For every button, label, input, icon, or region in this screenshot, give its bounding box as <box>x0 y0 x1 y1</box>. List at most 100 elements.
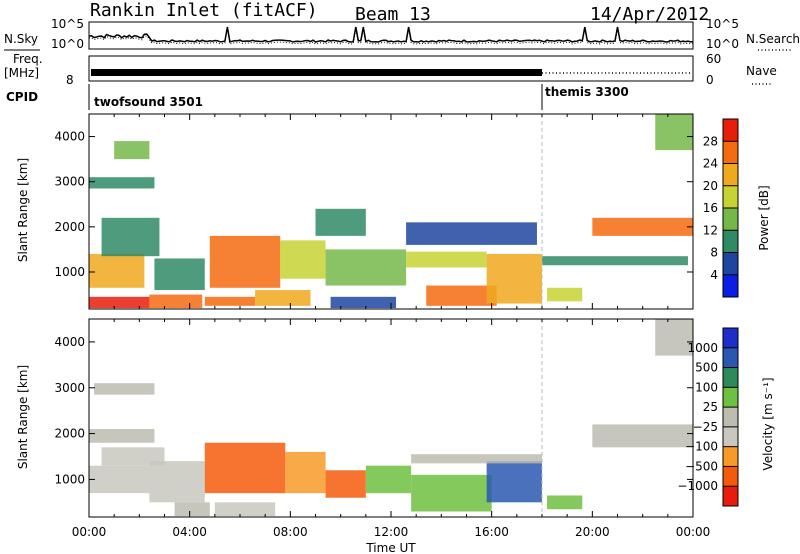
heatmap-region <box>204 296 256 306</box>
colorbar-tick-label: 500 <box>695 361 718 375</box>
heatmap-region <box>406 251 487 268</box>
colorbar-swatch <box>723 163 738 186</box>
nsky-trace <box>88 26 694 43</box>
colorbar-tick-label: −100 <box>685 440 718 454</box>
x-tick-label: 08:00 <box>273 525 308 539</box>
nsearch-tick-low: 10^0 <box>706 37 739 51</box>
heatmap-region <box>89 465 150 494</box>
colorbar-swatch <box>723 328 738 348</box>
heatmap-region <box>154 258 205 291</box>
colorbar-tick-label: 4 <box>710 268 718 282</box>
colorbar-swatch <box>723 387 738 408</box>
nsearch-tick-high: 10^5 <box>706 17 739 31</box>
freq-panel-frame <box>88 55 694 82</box>
heatmap-region <box>89 296 150 309</box>
y-tick-label: 3000 <box>54 175 85 189</box>
cpid-segment-twofsound: twofsound 3501 <box>94 95 203 109</box>
heatmap-region <box>411 474 492 512</box>
colorbar-swatch <box>723 367 738 388</box>
heatmap-region <box>114 141 150 160</box>
heatmap-region <box>280 240 326 279</box>
nave-label: Nave <box>746 64 777 78</box>
power-colorbar: 4 8 12 16 20 24 28 <box>703 118 739 298</box>
nave-tick-high: 60 <box>706 52 721 66</box>
heatmap-region <box>411 454 542 464</box>
power-y-ticks: 1000 2000 3000 4000 <box>54 130 693 279</box>
colorbar-swatch <box>723 230 738 253</box>
heatmap-region <box>89 429 155 443</box>
x-tick-label: 12:00 <box>374 525 409 539</box>
y-tick-label: 1000 <box>54 472 85 486</box>
nsky-tick-low: 10^0 <box>51 37 84 51</box>
heatmap-region <box>486 461 542 503</box>
colorbar-swatch <box>723 446 738 467</box>
cpid-label: CPID <box>6 90 38 104</box>
heatmap-region <box>592 424 693 448</box>
power-colorbar-label: Power [dB] <box>757 185 771 250</box>
nave-tick-low: 0 <box>706 73 714 87</box>
power-y-axis-label: Slant Range [km] <box>16 158 30 262</box>
colorbar-swatch <box>723 185 738 208</box>
date-title: 14/Apr/2012 <box>590 4 709 25</box>
colorbar-swatch <box>723 347 738 368</box>
station-title: Rankin Inlet (fitACF) <box>90 0 318 21</box>
heatmap-region <box>547 287 583 302</box>
velocity-heatmap <box>89 319 693 517</box>
colorbar-tick-label: 100 <box>695 380 718 394</box>
y-tick-label: 1000 <box>54 265 85 279</box>
heatmap-region <box>209 235 281 288</box>
freq-tick-low: 8 <box>66 73 74 87</box>
heatmap-region <box>655 319 693 356</box>
heatmap-region <box>149 461 205 503</box>
freq-label: Freq. <box>13 52 43 66</box>
colorbar-tick-label: 1000 <box>687 341 718 355</box>
colorbar-tick-label: 28 <box>703 134 718 148</box>
heatmap-region <box>330 296 397 309</box>
nsky-panel-frame <box>88 21 694 50</box>
colorbar-tick-label: 25 <box>703 400 718 414</box>
y-tick-label: 2000 <box>54 220 85 234</box>
cpid-segment-themis: themis 3300 <box>545 85 629 99</box>
heatmap-region <box>486 253 542 304</box>
heatmap-region <box>89 177 155 189</box>
heatmap-region <box>325 470 366 498</box>
x-axis-label: Time UT <box>365 541 416 554</box>
colorbar-swatch <box>723 208 738 231</box>
colorbar-swatch <box>723 141 738 164</box>
heatmap-region <box>204 442 286 494</box>
x-tick-label: 00:00 <box>676 525 711 539</box>
heatmap-region <box>655 114 693 151</box>
heatmap-region <box>365 465 412 494</box>
heatmap-region <box>101 447 165 466</box>
heatmap-region <box>426 285 497 306</box>
colorbar-swatch <box>723 407 738 427</box>
heatmap-region <box>325 249 407 286</box>
nsky-label: N.Sky <box>4 32 38 46</box>
heatmap-region <box>94 383 155 395</box>
colorbar-tick-label: −25 <box>693 420 718 434</box>
colorbar-swatch <box>723 119 738 142</box>
power-heatmap <box>89 114 693 309</box>
nsky-tick-high: 10^5 <box>51 17 84 31</box>
x-tick-label: 16:00 <box>474 525 509 539</box>
power-x-ticks <box>88 114 694 309</box>
heatmap-region <box>149 294 203 309</box>
heatmap-region <box>285 451 326 494</box>
velocity-y-axis-label: Slant Range [km] <box>16 365 30 469</box>
colorbar-tick-label: 24 <box>703 157 718 171</box>
y-tick-label: 4000 <box>54 130 85 144</box>
colorbar-tick-label: 20 <box>703 179 718 193</box>
x-tick-label: 00:00 <box>72 525 107 539</box>
heatmap-region <box>255 290 311 306</box>
colorbar-swatch <box>723 274 738 297</box>
y-tick-label: 3000 <box>54 381 85 395</box>
freq-unit: [MHz] <box>4 66 39 80</box>
colorbar-swatch <box>723 486 738 506</box>
colorbar-tick-label: −500 <box>685 459 718 473</box>
colorbar-tick-label: 8 <box>710 246 718 260</box>
heatmap-region <box>542 256 688 266</box>
colorbar-swatch <box>723 426 738 447</box>
colorbar-frame <box>722 327 739 507</box>
heatmap-region <box>315 208 366 236</box>
